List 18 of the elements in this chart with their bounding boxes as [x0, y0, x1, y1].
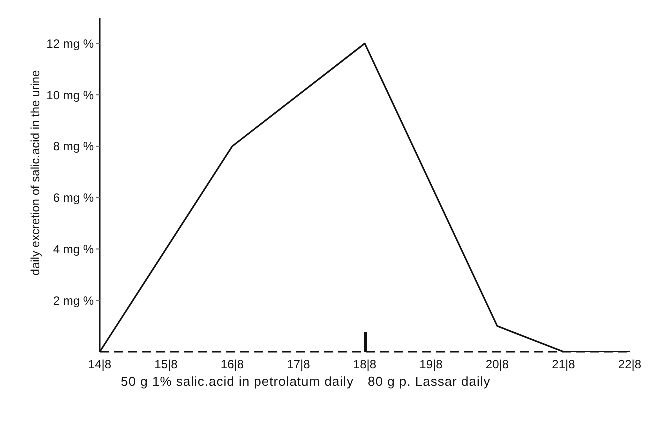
- y-tick-label: 10 mg %: [46, 88, 94, 102]
- y-axis-title: daily excretion of salic.acid in the urine: [28, 70, 43, 276]
- x-tick-label: 16|8: [220, 358, 244, 372]
- text: 50 g 1% salic.acid in petrolatum daily: [120, 374, 355, 390]
- x-tick-label: 21|8: [552, 358, 576, 372]
- y-tick-label: 6 mg %: [53, 191, 94, 206]
- x-tick-label: 18|8: [353, 358, 377, 372]
- y-tick-label: 8 mg %: [53, 140, 94, 154]
- y-tick-label: 2 mg %: [53, 294, 94, 308]
- x-tick-label: 14|8: [88, 358, 112, 372]
- text: 80 g p. Lassar daily: [368, 374, 492, 390]
- x-tick-label: 19|8: [420, 358, 444, 372]
- x-tick-label: 17|8: [287, 358, 311, 372]
- y-tick-label: 4 mg %: [53, 242, 94, 256]
- y-tick-label: 12 mg %: [46, 36, 94, 51]
- x-tick-label: 22|8: [618, 358, 642, 372]
- x-tick-label: 15|8: [154, 358, 178, 372]
- x-tick-label: 20|8: [486, 358, 510, 372]
